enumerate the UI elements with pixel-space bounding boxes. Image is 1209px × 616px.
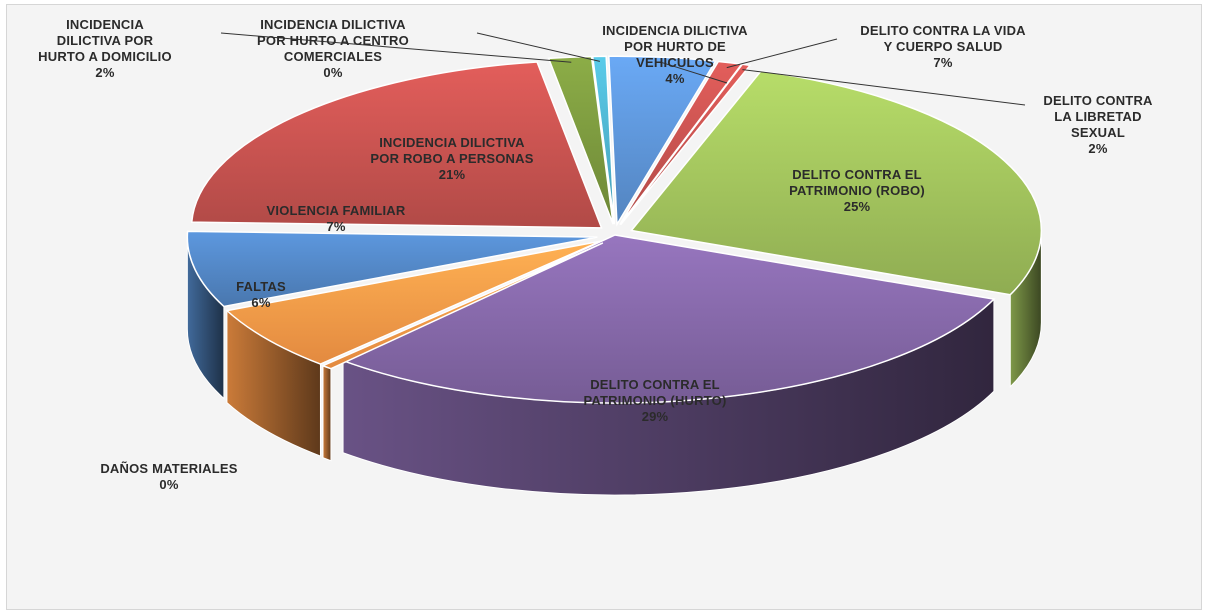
label-hurto: DELITO CONTRA EL PATRIMONIO (HURTO) 29%	[543, 377, 767, 425]
slice-side-danos	[323, 366, 331, 461]
label-vida: DELITO CONTRA LA VIDA Y CUERPO SALUD 7%	[825, 23, 1061, 71]
label-vehiculos: INCIDENCIA DILICTIVA POR HURTO DE VEHICULO…	[563, 23, 787, 87]
label-sexual: DELITO CONTRA LA LIBRETAD SEXUAL 2%	[1023, 93, 1173, 157]
label-domicilio: INCIDENCIA DILICTIVA POR HURTO A DOMICILIO…	[7, 17, 203, 81]
label-robo: DELITO CONTRA EL PATRIMONIO (ROBO) 25%	[755, 167, 959, 215]
label-violencia: VIOLENCIA FAMILIAR 7%	[231, 203, 441, 235]
label-danos: DAÑOS MATERIALES 0%	[69, 461, 269, 493]
label-comerciales: INCIDENCIA DILICTIVA POR HURTO A CENTRO CO…	[221, 17, 445, 81]
label-faltas: FALTAS 6%	[211, 279, 311, 311]
label-personas: INCIDENCIA DILICTIVA POR ROBO A PERSONAS …	[337, 135, 567, 183]
chart-area: INCIDENCIA DILICTIVA POR HURTO DE VEHICULO…	[6, 4, 1202, 610]
